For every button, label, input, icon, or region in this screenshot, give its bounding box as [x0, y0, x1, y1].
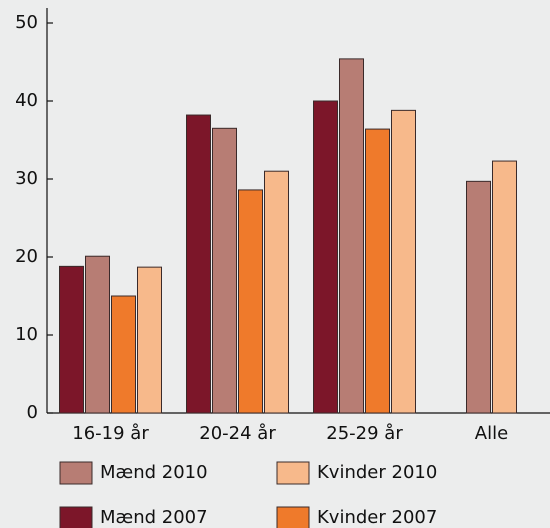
bar [85, 255, 110, 414]
y-tick-label: 40 [15, 90, 38, 111]
bar [264, 170, 289, 414]
y-tick-label: 20 [15, 246, 38, 267]
bar [466, 180, 491, 414]
bar [339, 58, 364, 414]
legend-label: Mænd 2007 [100, 507, 208, 528]
x-tick-label: 20-24 år [199, 423, 276, 444]
x-tick-label: 25-29 år [326, 423, 403, 444]
legend-swatch [276, 461, 310, 485]
bar [186, 114, 211, 414]
x-tick-label: 16-19 år [72, 423, 149, 444]
legend-swatch [276, 506, 310, 528]
legend-swatch [59, 506, 93, 528]
y-tick-label: 50 [15, 12, 38, 33]
bar [137, 266, 162, 414]
bar [313, 100, 338, 414]
x-tick-label: Alle [475, 423, 508, 444]
y-tick-label: 10 [15, 324, 38, 345]
legend-label: Mænd 2010 [100, 462, 208, 483]
legend-label: Kvinder 2010 [317, 462, 437, 483]
bar [365, 128, 390, 414]
bar [238, 189, 263, 414]
legend-label: Kvinder 2007 [317, 507, 437, 528]
bar [391, 109, 416, 414]
bar [212, 127, 237, 414]
bar [59, 265, 84, 414]
y-tick-label: 30 [15, 168, 38, 189]
y-tick-label: 0 [27, 402, 38, 423]
legend-swatch [59, 461, 93, 485]
bar [492, 160, 517, 414]
bar [111, 295, 136, 414]
